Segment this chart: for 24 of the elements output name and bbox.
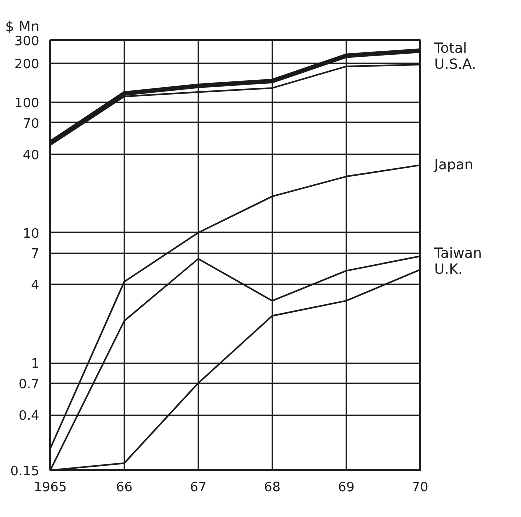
x-tick-label: 69	[338, 480, 355, 496]
series-label: Taiwan	[434, 246, 482, 262]
y-tick-label: 1	[31, 357, 40, 372]
x-tick-label: 68	[264, 480, 281, 496]
y-tick-label: 10	[22, 226, 40, 242]
y-tick-label: 0.7	[18, 377, 40, 392]
series-label: Japan	[434, 157, 474, 174]
series-label: U.S.A.	[434, 56, 476, 73]
y-tick-label: 70	[22, 116, 40, 132]
y-tick-label: 0.15	[10, 464, 40, 480]
series-label: U.K.	[434, 262, 463, 278]
y-tick-label: 100	[14, 96, 40, 112]
y-axis-title: $ Mn	[6, 20, 40, 36]
x-tick-label: 67	[190, 480, 207, 496]
x-tick-label: 70	[412, 480, 429, 496]
y-tick-label: 4	[31, 278, 40, 294]
y-tick-label: 7	[31, 247, 40, 262]
y-tick-label: 0.4	[18, 409, 40, 424]
y-tick-label: 300	[14, 34, 40, 50]
x-tick-label: 66	[116, 480, 133, 496]
series-label: Total	[434, 40, 468, 57]
y-tick-label: 40	[22, 148, 40, 164]
y-tick-label: 200	[14, 57, 40, 72]
x-tick-label: 1965	[34, 480, 68, 496]
